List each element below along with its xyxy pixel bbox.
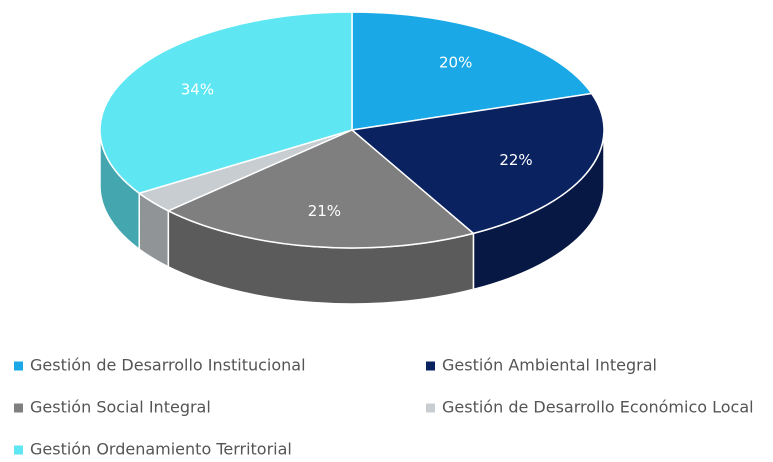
data-label: 21%	[308, 202, 341, 220]
pie-slice	[166, 129, 475, 249]
legend-label: Gestión Ambiental Integral	[442, 356, 657, 375]
data-label: 22%	[499, 151, 532, 169]
pie-slice	[350, 92, 605, 235]
legend-swatch	[14, 445, 23, 455]
legend-swatch	[14, 403, 23, 413]
legend-label: Gestión de Desarrollo Institucional	[30, 356, 306, 375]
legend-swatch	[426, 403, 435, 413]
legend-label: Gestión de Desarrollo Económico Local	[442, 398, 754, 417]
legend-swatch	[426, 361, 435, 371]
legend-label: Gestión Social Integral	[30, 398, 211, 417]
legend-label: Gestión Ordenamiento Territorial	[30, 440, 292, 459]
pie-slice	[351, 11, 593, 131]
data-label: 34%	[181, 81, 214, 99]
data-label: 20%	[439, 54, 472, 72]
legend-swatch	[14, 361, 23, 371]
pie-slice	[99, 11, 353, 195]
